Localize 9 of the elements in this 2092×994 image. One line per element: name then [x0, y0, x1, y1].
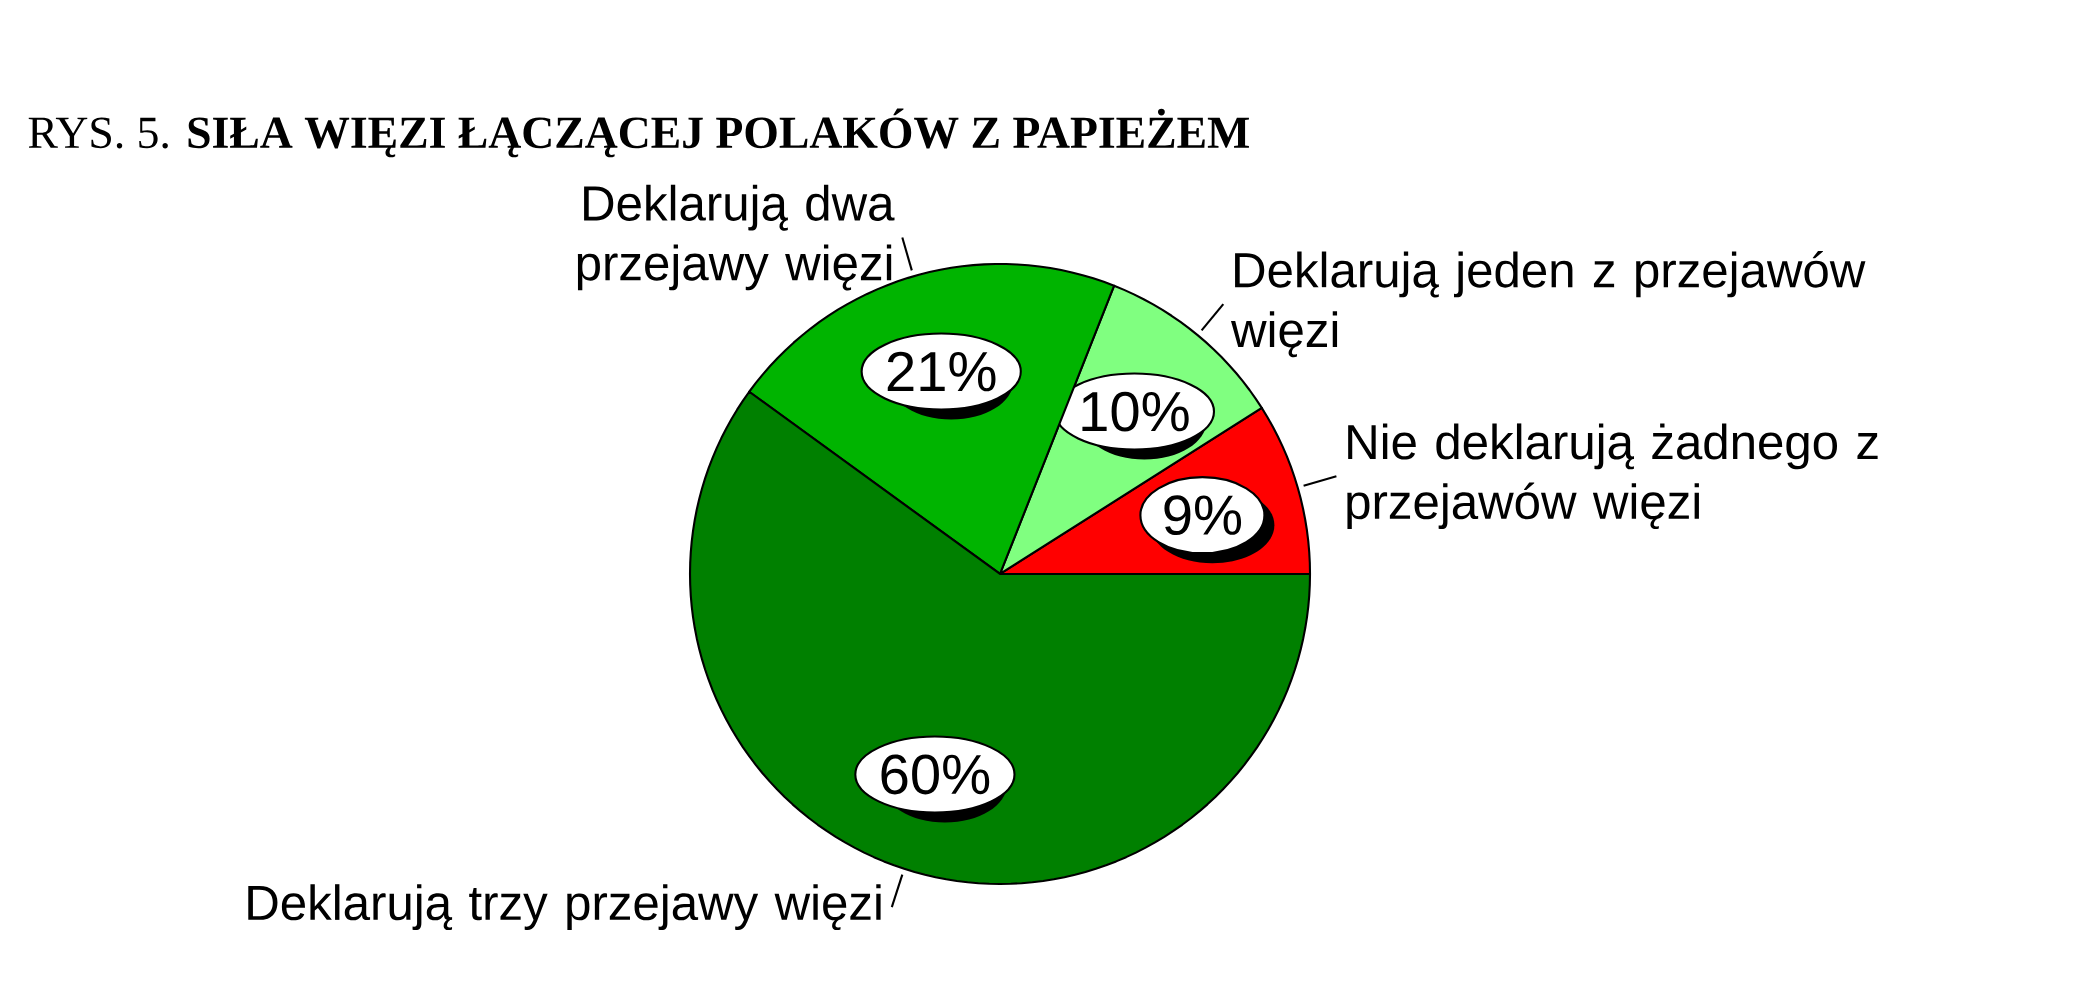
slice-label: Deklarują trzy przejawy więzi: [248, 884, 881, 931]
data-label: 10%: [1082, 391, 1189, 432]
chart-title: RYS. 5. SIŁA WIĘZI ŁĄCZĄCEJ POLAKÓW Z PAPIEŻEM: [28, 108, 1249, 158]
slice-label: Nie deklarują żadnego z przejawów więzi: [1347, 423, 1878, 530]
data-label: 21%: [887, 351, 996, 392]
data-label: 60%: [881, 754, 990, 795]
slice-label: Deklarują jeden z przejawów więzi: [1230, 250, 1866, 358]
data-label: 9%: [1164, 495, 1242, 536]
slice-label: Deklarują dwa przejawy więzi: [577, 184, 895, 291]
